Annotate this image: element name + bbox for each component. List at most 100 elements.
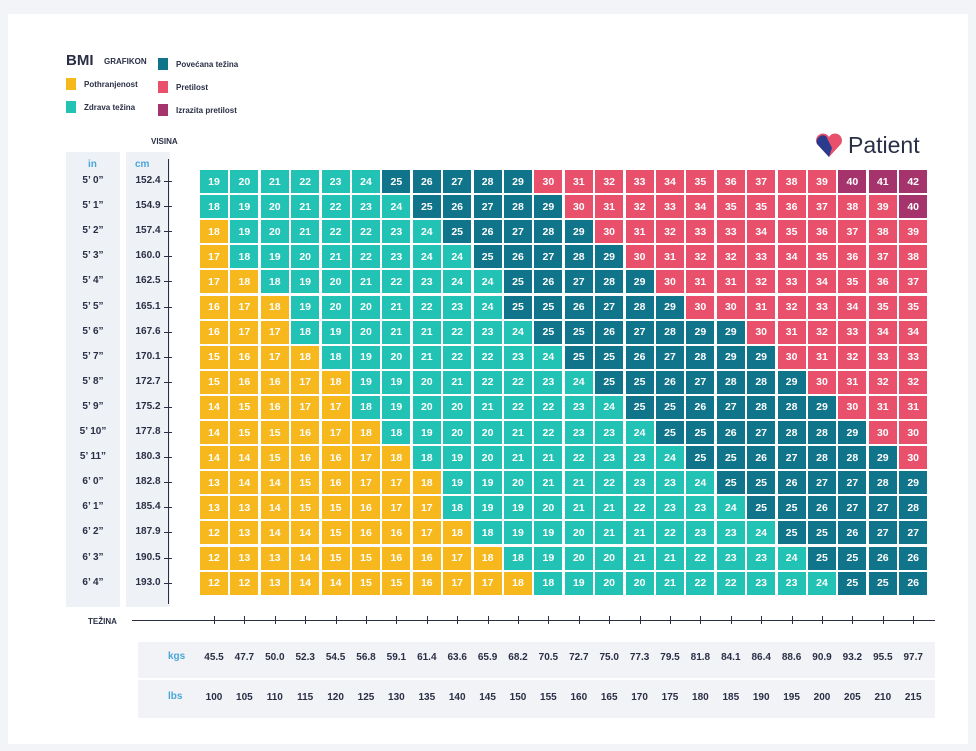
bmi-cell: 15 [291, 471, 320, 495]
bmi-cell: 17 [260, 320, 289, 344]
bmi-cell: 22 [534, 395, 563, 419]
bmi-cell: 34 [808, 270, 836, 294]
legend-label: Pretilost [176, 83, 209, 92]
bmi-cell: 25 [473, 245, 502, 269]
bmi-cell: 21 [412, 345, 441, 369]
bmi-cell: 22 [473, 370, 502, 394]
bmi-cell: 33 [716, 220, 745, 244]
bmi-cell: 33 [686, 220, 715, 244]
bmi-cell: 27 [564, 270, 593, 294]
bmi-cell: 36 [716, 170, 745, 193]
bmi-cell: 29 [716, 345, 745, 369]
bmi-cell: 13 [230, 546, 259, 570]
bmi-cell: 23 [656, 496, 684, 520]
bmi-cell: 14 [321, 571, 350, 595]
bmi-cell: 33 [656, 195, 684, 219]
bmi-cell: 15 [291, 496, 320, 520]
bmi-cell: 37 [838, 220, 867, 244]
axis-tick [670, 616, 671, 624]
height-in: 5’ 6” [82, 325, 104, 337]
height-in: 6’ 3” [82, 551, 104, 563]
bmi-cell: 28 [473, 170, 502, 193]
bmi-cell: 25 [808, 521, 836, 545]
bmi-cell: 18 [382, 446, 411, 470]
bmi-cell: 28 [777, 421, 806, 444]
kg-label: 65.9 [477, 652, 498, 663]
kg-label: 86.4 [751, 652, 771, 663]
bmi-cell: 28 [534, 220, 563, 244]
bmi-cell: 27 [625, 320, 654, 344]
bmi-cell: 25 [686, 446, 715, 470]
bmi-cell: 35 [777, 220, 806, 244]
bmi-cell: 23 [747, 571, 776, 595]
bmi-cell: 29 [595, 245, 624, 269]
lb-label: 160 [570, 692, 588, 703]
lb-label: 125 [357, 692, 375, 703]
bmi-cell: 23 [595, 446, 624, 470]
bmi-cell: 16 [291, 421, 320, 444]
bmi-cell: 27 [656, 345, 684, 369]
bmi-cell: 26 [747, 446, 776, 470]
bmi-cell: 30 [838, 395, 867, 419]
bmi-cell: 17 [443, 546, 472, 570]
axis-tick [164, 457, 172, 459]
axis-tick [164, 406, 172, 408]
bmi-cell: 28 [686, 345, 715, 369]
bmi-cell: 24 [352, 170, 380, 193]
bmi-cell: 26 [473, 220, 502, 244]
bmi-cell: 21 [382, 295, 411, 319]
bmi-cell: 31 [777, 320, 806, 344]
card: Patient BMI GRAFIKON VISINA in cm TEŽINA… [8, 14, 968, 744]
bmi-cell: 19 [352, 345, 380, 369]
axis-tick [164, 432, 172, 433]
left-panel-in [66, 152, 120, 607]
bmi-cell: 16 [260, 395, 289, 419]
bmi-cell: 25 [412, 195, 441, 219]
bmi-cell: 20 [564, 521, 593, 545]
height-in: 5’ 7” [82, 350, 104, 362]
lb-label: 135 [418, 692, 436, 703]
axis-tick [164, 532, 172, 534]
height-cm: 187.9 [135, 526, 161, 538]
height-in: 6’ 2” [82, 526, 104, 538]
bmi-cell: 25 [777, 521, 806, 545]
bmi-cell: 24 [808, 571, 836, 595]
bmi-cell: 30 [808, 370, 836, 394]
bmi-cell: 15 [200, 370, 228, 394]
legend-label: Zdrava težina [84, 103, 136, 112]
bmi-cell: 25 [747, 471, 776, 495]
bmi-cell: 22 [382, 270, 411, 294]
bmi-cell: 20 [443, 421, 472, 444]
bmi-cell: 20 [595, 571, 624, 595]
bmi-cell: 24 [443, 245, 472, 269]
bmi-cell: 19 [443, 446, 472, 470]
bmi-cell: 35 [808, 245, 836, 269]
bmi-cell: 25 [564, 345, 593, 369]
axis-tick [457, 616, 459, 624]
lb-label: 170 [631, 692, 648, 703]
bmi-cell: 12 [200, 571, 228, 595]
bmi-cell: 18 [443, 521, 472, 545]
bmi-cell: 19 [230, 220, 259, 244]
bmi-cell: 18 [230, 270, 259, 294]
bmi-cell: 25 [443, 220, 472, 244]
height-cm: 175.2 [135, 400, 161, 412]
bmi-cell: 33 [899, 345, 928, 369]
axis-tick [761, 616, 763, 624]
bmi-cell: 15 [230, 395, 259, 419]
bmi-cell: 24 [412, 220, 441, 244]
bmi-cell: 20 [412, 370, 441, 394]
bmi-cell: 22 [321, 220, 350, 244]
bmi-cell: 15 [260, 421, 289, 444]
axis-tick [164, 331, 172, 333]
bmi-cell: 18 [321, 345, 350, 369]
kg-label: 77.3 [629, 652, 650, 663]
bmi-cell: 19 [504, 521, 532, 545]
bmi-cell: 21 [291, 220, 320, 244]
bmi-cell: 33 [838, 320, 867, 344]
height-cm: 182.8 [135, 476, 161, 488]
bmi-cell: 18 [382, 421, 411, 444]
bmi-cell: 32 [716, 245, 745, 269]
bmi-cell: 21 [656, 571, 684, 595]
bmi-cell: 18 [352, 421, 380, 444]
